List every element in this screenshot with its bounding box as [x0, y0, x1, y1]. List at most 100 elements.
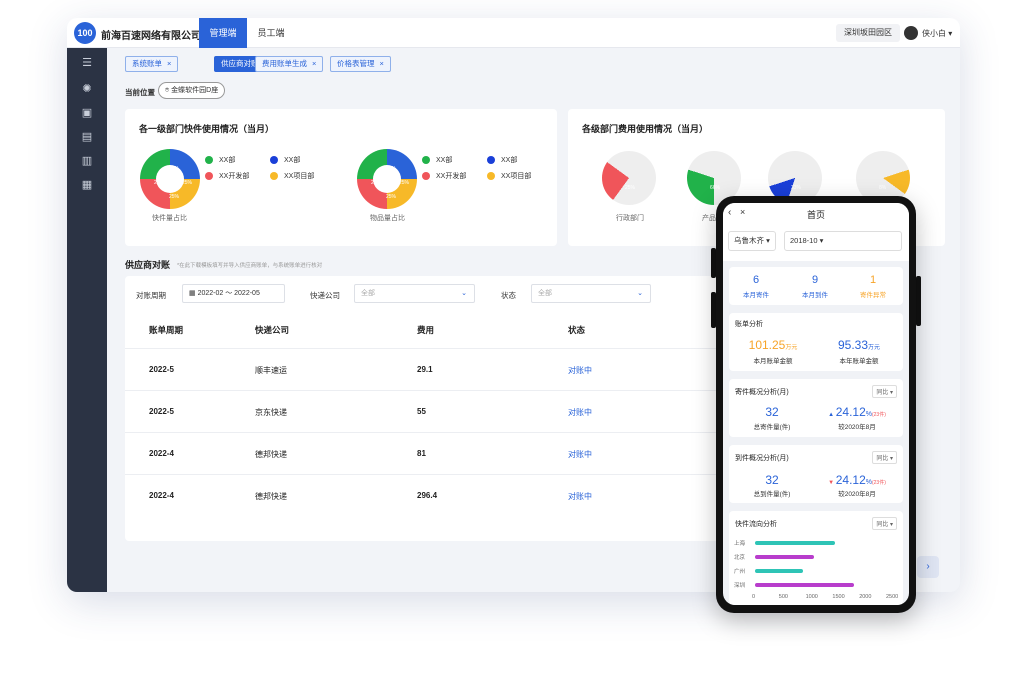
tag-label: 系统账单 — [132, 59, 162, 68]
table-row[interactable]: 2022-5 顺丰速运 29.1 对账中 — [125, 348, 795, 390]
table-row[interactable]: 2022-5 京东快递 55 对账中 — [125, 390, 795, 432]
col-header-period: 账单周期 — [149, 325, 184, 335]
cell-status[interactable]: 对账中 — [568, 366, 592, 375]
bar-tick-label: 500 — [778, 594, 788, 600]
chart-icon[interactable]: ▥ — [81, 155, 93, 167]
box-icon[interactable]: ▤ — [81, 131, 93, 143]
location-pin-icon: ⌾ — [165, 87, 172, 94]
legend-item: XX项目部 — [270, 171, 314, 181]
flow-bar — [755, 583, 855, 587]
period-label: 对账周期 — [136, 291, 166, 300]
slice-label: 25% — [625, 185, 636, 191]
slice-label: 25% — [169, 194, 180, 200]
monitor-icon[interactable]: ▦ — [81, 179, 93, 191]
flow-title: 快件流向分析 — [735, 521, 777, 528]
status-label: 状态 — [501, 291, 516, 300]
slice-label: 25% — [182, 180, 193, 186]
legend-item: XX部 — [422, 155, 452, 165]
table-row[interactable]: 2022-4 德邦快递 81 对账中 — [125, 432, 795, 474]
menu-icon[interactable]: ☰ — [82, 57, 92, 69]
chevron-down-icon: ⌄ — [461, 290, 467, 297]
status-select[interactable]: 全部 ⌄ — [531, 284, 651, 303]
tag-system-bill[interactable]: 系统账单 × — [125, 56, 179, 72]
year-bill-label: 本年账单金额 — [839, 358, 879, 365]
send-count-label: 总寄件量(件) — [753, 424, 791, 431]
send-count: 32 — [765, 405, 779, 419]
month-select[interactable]: 2018-10 ▾ — [784, 231, 902, 251]
bar-tick-label: 2000 — [859, 594, 872, 600]
donut-chart-express — [140, 149, 200, 209]
user-menu[interactable]: 侠小白 ▾ — [922, 29, 953, 38]
gear-icon[interactable]: ✺ — [82, 83, 92, 95]
calendar-icon: ▦ — [189, 290, 198, 297]
recv-title: 到件概况分析(月) — [735, 455, 789, 462]
cell-period: 2022-5 — [149, 365, 174, 374]
back-icon[interactable]: ‹ — [728, 207, 732, 218]
company-name: 前海百速网络有限公司 — [101, 31, 201, 42]
pie-chart-admin — [602, 151, 656, 205]
next-page-button[interactable]: › — [917, 556, 939, 578]
donut-chart-goods — [357, 149, 417, 209]
legend-item: XX部 — [487, 155, 517, 165]
phone-title: 首页 — [806, 210, 825, 220]
recv-count-label: 总到件量(件) — [753, 491, 791, 498]
close-icon[interactable]: × — [312, 59, 317, 68]
avatar[interactable] — [904, 26, 918, 40]
dept-express-card: 各一级部门快件使用情况（当月） 快件量占比 XX部 XX部 XX开发部 XX项目… — [125, 109, 557, 246]
close-icon[interactable]: × — [167, 59, 172, 68]
stat-label: 本月寄件 — [743, 292, 769, 299]
stat-value: 9 — [811, 274, 819, 286]
tag-label: 价格表管理 — [337, 59, 375, 68]
cell-company: 顺丰速运 — [255, 366, 287, 375]
location-text: 金蝶软件园D座 — [171, 87, 219, 94]
cell-period: 2022-5 — [149, 407, 174, 416]
company-label: 快递公司 — [310, 291, 340, 300]
slice-label: 25% — [386, 194, 397, 200]
logo: 100 — [74, 22, 96, 44]
tag-label: 供应商对账 — [221, 59, 259, 68]
stat-value: 1 — [869, 274, 877, 286]
flow-bar — [755, 541, 836, 545]
bar-category-label: 北京 — [734, 555, 746, 561]
year-bill-value: 95.33万元 — [837, 338, 881, 352]
tab-admin[interactable]: 管理端 — [199, 18, 247, 48]
tag-price-table[interactable]: 价格表管理 × — [330, 56, 391, 72]
cell-status[interactable]: 对账中 — [568, 450, 592, 459]
period-picker[interactable]: ▦ 2022-02 ～ 2022-05 — [182, 284, 285, 303]
col-header-status: 状态 — [568, 325, 586, 335]
recv-compare-select[interactable]: 同比 ▾ — [872, 451, 897, 464]
slice-label: 66% — [710, 185, 721, 191]
cell-status[interactable]: 对账中 — [568, 408, 592, 417]
table-row[interactable]: 2022-4 德邦快递 296.4 对账中 — [125, 474, 795, 516]
arrow-up-icon: ▲ — [828, 412, 836, 418]
cell-status[interactable]: 对账中 — [568, 492, 592, 501]
company-value: 全部 — [361, 290, 375, 297]
close-icon[interactable]: × — [740, 207, 746, 217]
cell-fee: 29.1 — [417, 365, 433, 374]
send-compare-select[interactable]: 同比 ▾ — [872, 385, 897, 398]
section-title: 供应商对账 — [125, 260, 171, 270]
bar-category-label: 广州 — [734, 569, 746, 575]
recv-card — [729, 445, 903, 503]
stat-value: 6 — [752, 274, 760, 286]
slice-label: 25% — [154, 180, 165, 186]
city-select[interactable]: 乌鲁木齐 ▾ — [728, 231, 776, 251]
cell-fee: 81 — [417, 449, 426, 458]
inbox-icon[interactable]: ▣ — [81, 107, 93, 119]
tab-staff[interactable]: 员工端 — [257, 28, 285, 38]
tag-fee-bill[interactable]: 费用账单生成 × — [255, 56, 324, 72]
bar-category-label: 上海 — [734, 541, 746, 547]
company-select[interactable]: 全部 ⌄ — [354, 284, 475, 303]
slice-label: 25% — [371, 180, 382, 186]
park-selector[interactable]: 深圳坂田园区 — [836, 24, 900, 42]
cell-company: 德邦快递 — [255, 492, 287, 501]
flow-compare-select[interactable]: 同比 ▾ — [872, 517, 897, 530]
legend-item: XX开发部 — [422, 171, 466, 181]
col-header-fee: 费用 — [417, 325, 435, 335]
close-icon[interactable]: × — [379, 59, 384, 68]
chevron-down-icon: ⌄ — [637, 290, 643, 297]
stats-card — [729, 267, 903, 305]
legend-item: XX部 — [205, 155, 235, 165]
breadcrumb-location[interactable]: ⌾ 金蝶软件园D座 — [158, 82, 226, 99]
